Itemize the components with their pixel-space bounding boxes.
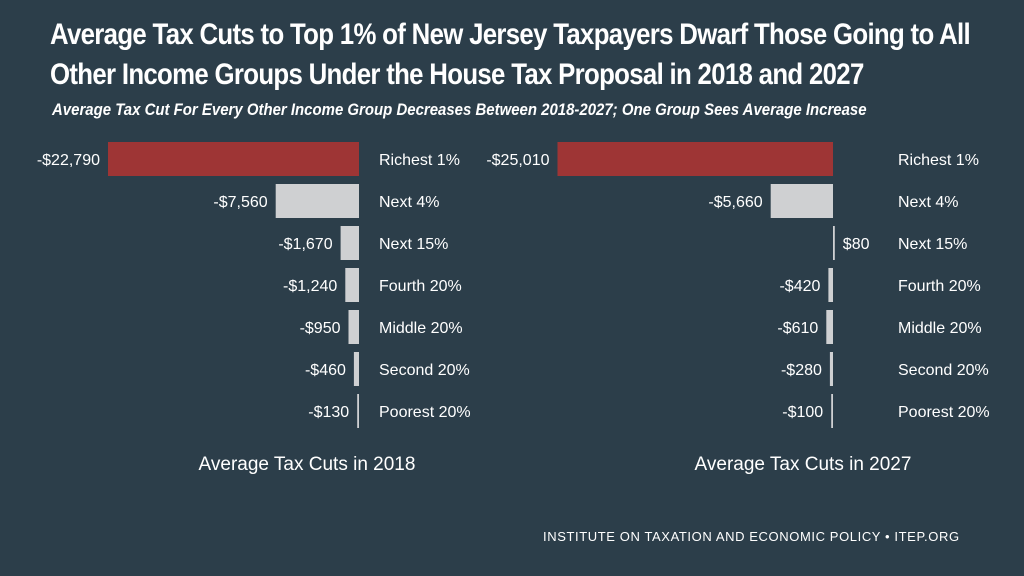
chart-title-line-1: Average Tax Cuts to Top 1% of New Jersey… — [50, 18, 971, 51]
bar-0-1 — [275, 184, 359, 218]
bar-0-3 — [345, 268, 359, 302]
value-label-0-6: -$130 — [308, 404, 349, 421]
bar-1-2 — [833, 226, 835, 260]
value-label-1-4: -$610 — [777, 320, 818, 337]
bar-1-1 — [770, 184, 833, 218]
category-label-1-1: Next 4% — [898, 194, 958, 211]
value-label-0-4: -$950 — [300, 320, 341, 337]
value-label-1-3: -$420 — [779, 278, 820, 295]
category-label-1-3: Fourth 20% — [898, 278, 981, 295]
category-label-0-5: Second 20% — [379, 362, 470, 379]
bar-0-6 — [357, 394, 359, 428]
category-label-1-5: Second 20% — [898, 362, 989, 379]
bar-1-3 — [828, 268, 833, 302]
value-label-1-1: -$5,660 — [708, 194, 762, 211]
panel-title-1: Average Tax Cuts in 2027 — [695, 454, 912, 475]
bar-1-4 — [826, 310, 833, 344]
category-label-1-4: Middle 20% — [898, 320, 982, 337]
chart-title-line-2: Other Income Groups Under the House Tax … — [50, 58, 864, 91]
bar-1-5 — [829, 352, 833, 386]
bar-0-2 — [340, 226, 359, 260]
category-label-0-0: Richest 1% — [379, 152, 460, 169]
value-label-0-0: -$22,790 — [37, 152, 100, 169]
bar-0-0 — [108, 142, 359, 176]
source-footer: INSTITUTE ON TAXATION AND ECONOMIC POLIC… — [543, 529, 960, 544]
category-label-1-6: Poorest 20% — [898, 404, 990, 421]
value-label-1-6: -$100 — [782, 404, 823, 421]
bar-1-0 — [557, 142, 833, 176]
value-label-0-2: -$1,670 — [278, 236, 332, 253]
value-label-0-5: -$460 — [305, 362, 346, 379]
category-label-0-6: Poorest 20% — [379, 404, 471, 421]
category-label-0-3: Fourth 20% — [379, 278, 462, 295]
bar-0-5 — [353, 352, 359, 386]
category-label-1-2: Next 15% — [898, 236, 967, 253]
category-label-0-2: Next 15% — [379, 236, 448, 253]
category-label-1-0: Richest 1% — [898, 152, 979, 169]
bar-0-4 — [348, 310, 359, 344]
value-label-1-0: -$25,010 — [486, 152, 549, 169]
value-label-1-2: $80 — [843, 236, 870, 253]
value-label-1-5: -$280 — [781, 362, 822, 379]
value-label-0-3: -$1,240 — [283, 278, 337, 295]
category-label-0-4: Middle 20% — [379, 320, 463, 337]
category-label-0-1: Next 4% — [379, 194, 439, 211]
chart-subtitle: Average Tax Cut For Every Other Income G… — [52, 100, 867, 119]
bar-1-6 — [831, 394, 833, 428]
value-label-0-1: -$7,560 — [213, 194, 267, 211]
panel-title-0: Average Tax Cuts in 2018 — [199, 454, 416, 475]
